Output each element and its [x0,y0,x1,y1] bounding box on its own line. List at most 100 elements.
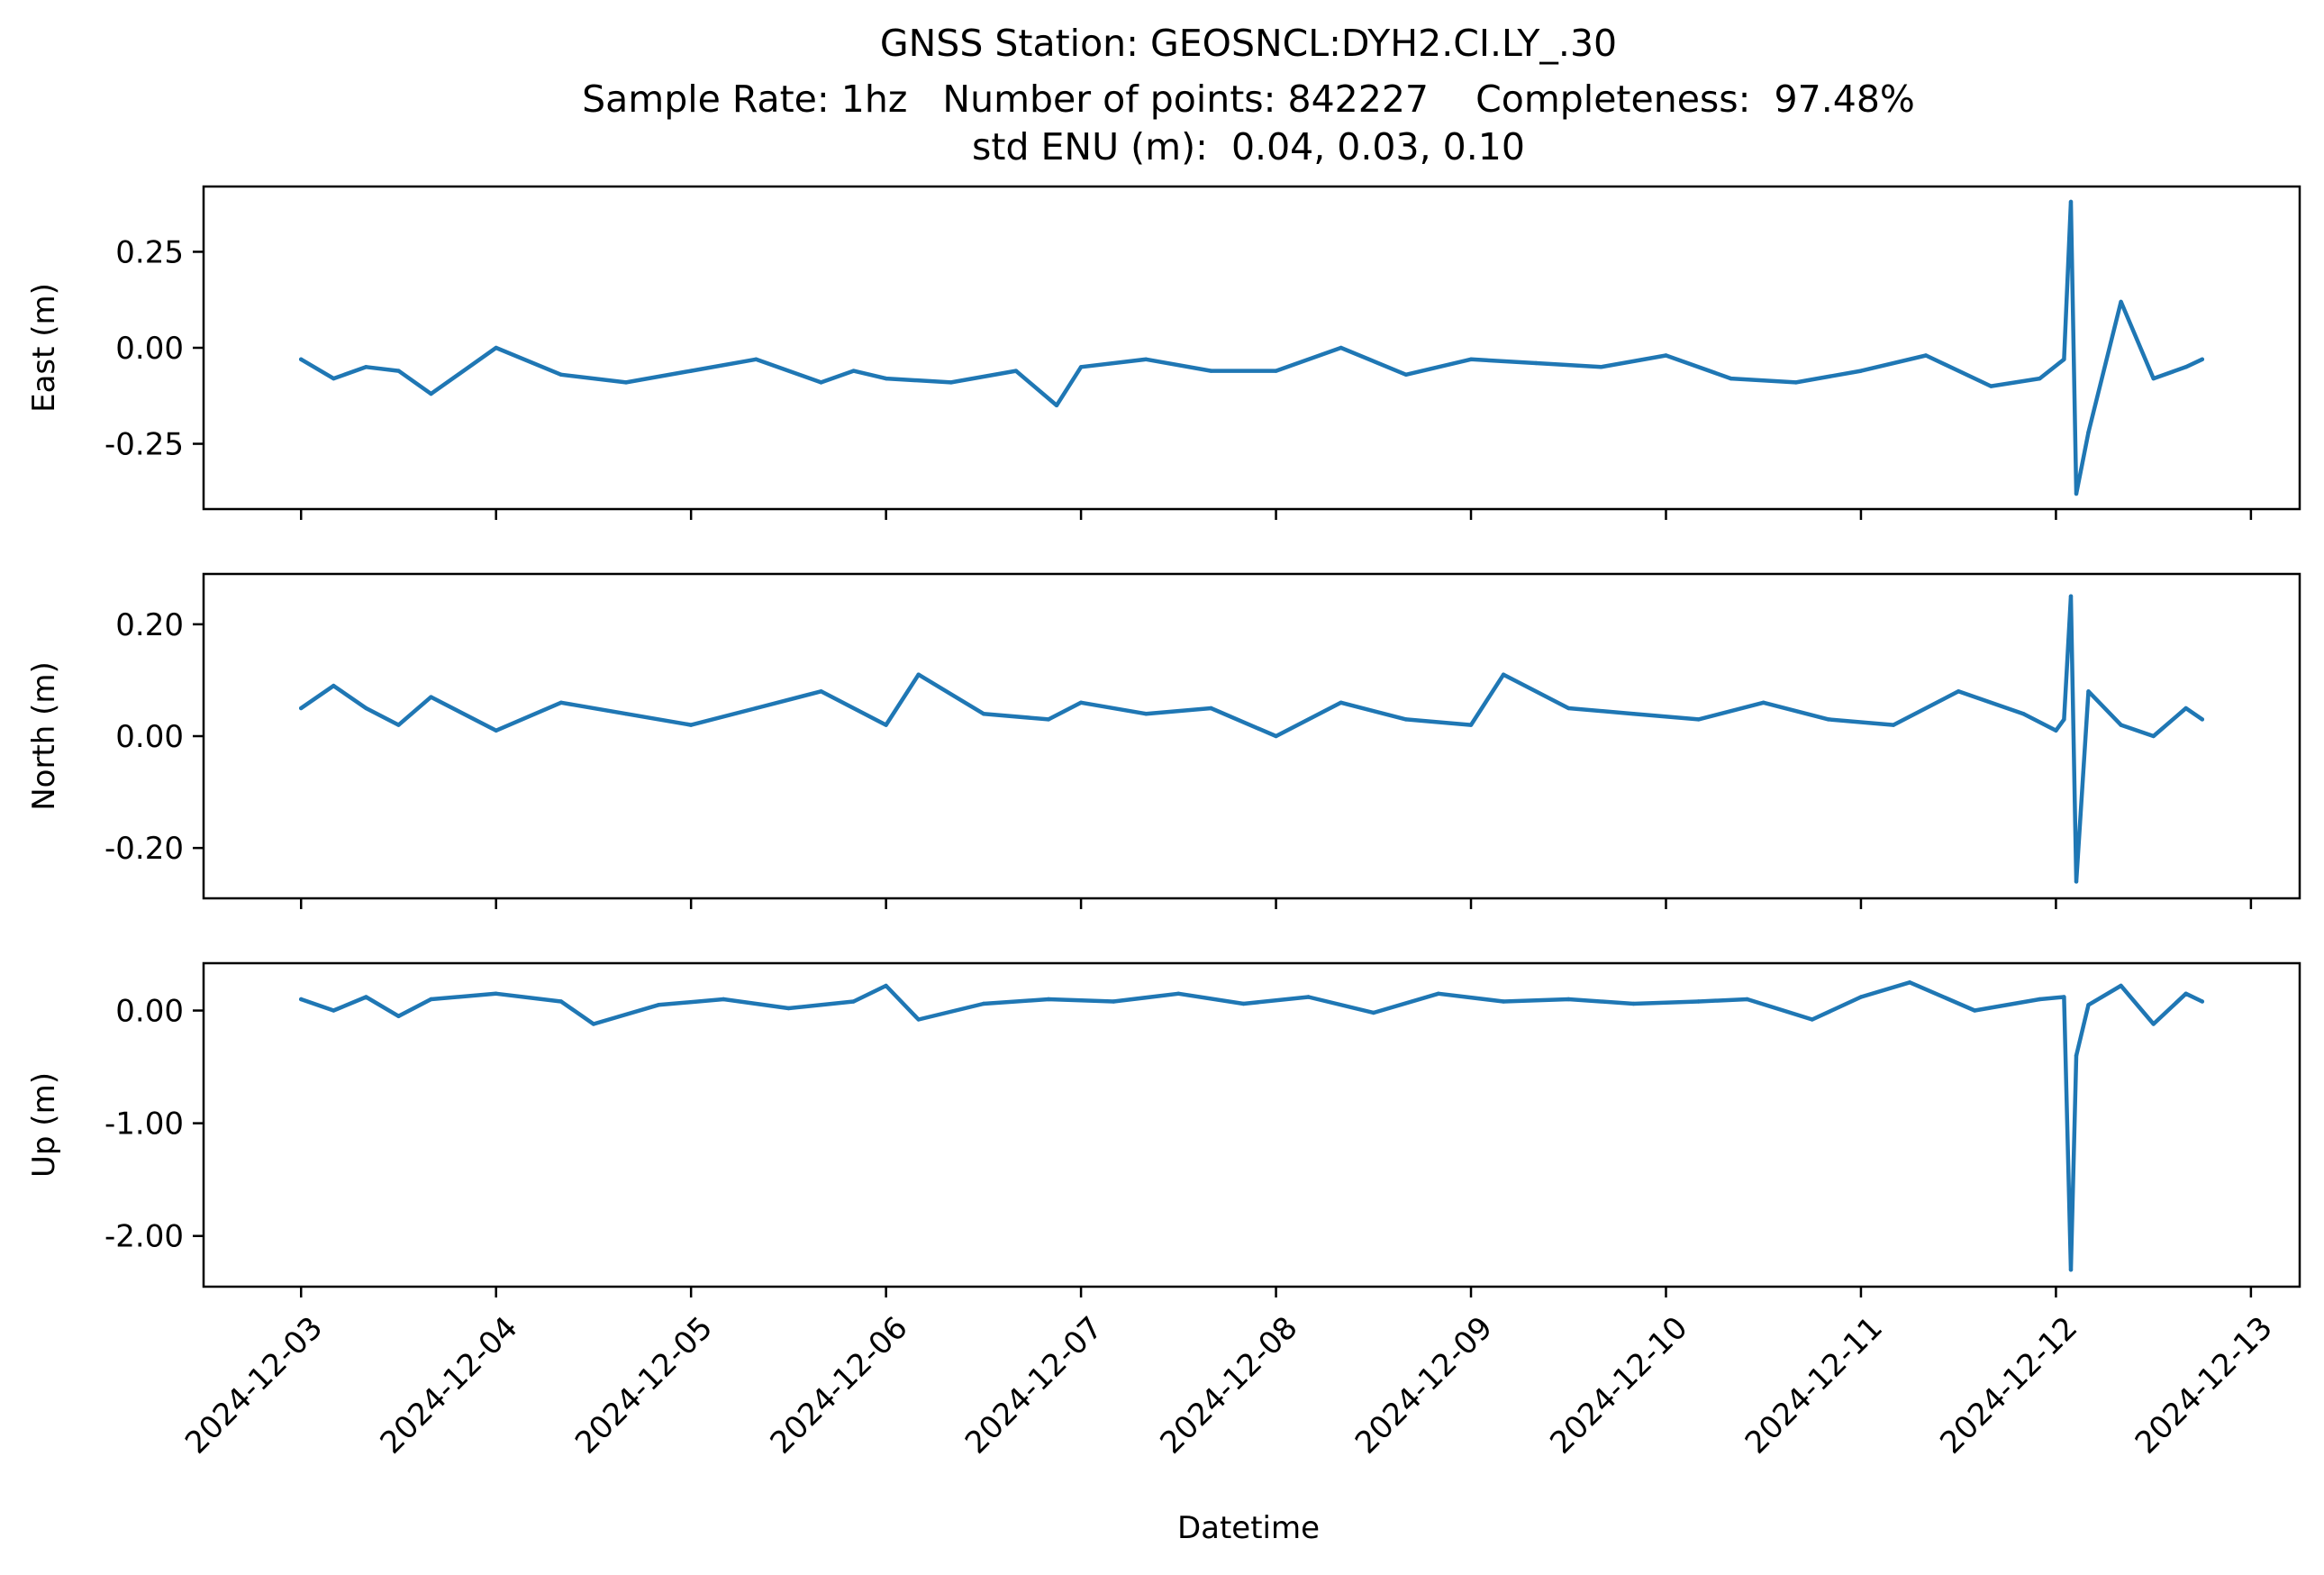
data-point [1696,717,1701,722]
panel-1: 0.25 0.00 -0.25 East (m) [26,185,2301,520]
data-point [949,380,954,385]
data-point [1745,997,1749,1002]
data-point [623,712,629,716]
data-point [1631,712,1636,716]
data-point [2151,1022,2156,1026]
data-point [2183,991,2188,997]
data-point [558,999,564,1004]
data-point [689,369,694,373]
data-point [786,1006,791,1011]
data-point [1810,1017,1815,1022]
series-line-panel-1 [298,199,2205,496]
data-point [591,1022,596,1026]
data-point [494,991,498,997]
data-point [1599,365,1603,369]
data-point [2151,376,2156,381]
data-point [1339,700,1343,705]
data-point [558,372,564,377]
title-line-2: Sample Rate: 1hz Number of points: 84222… [582,77,1915,121]
data-point [2038,997,2042,1002]
plot-frame [202,961,2301,1288]
y-axis-label: Up (m) [26,1072,62,1178]
data-point [331,683,336,688]
title-line-3: std ENU (m): 0.04, 0.03, 0.10 [972,125,1525,168]
data-point [1078,700,1084,705]
data-point [1436,991,1441,997]
data-point [1209,706,1213,711]
data-point [2200,999,2204,1004]
data-point [2183,706,2188,711]
data-point [1793,380,1799,385]
data-point [1144,357,1148,361]
data-point [299,706,304,711]
data-point [1989,384,1993,388]
data-point [2086,1003,2091,1007]
data-point [2062,357,2066,361]
data-point [396,369,401,373]
y-tick-label: 0.00 [115,331,184,367]
data-point [656,1003,661,1007]
data-point [299,997,304,1002]
data-point [331,1008,336,1013]
y-tick-label: -0.20 [104,831,184,867]
data-point [2200,357,2204,361]
data-point [2068,199,2074,205]
data-point [916,672,921,677]
data-point [2038,376,2042,381]
data-point [2074,1053,2079,1058]
data-point [722,997,726,1002]
data-point [1631,1001,1636,1006]
y-tick-label: -1.00 [104,1106,184,1143]
data-point [754,357,758,361]
data-point [2119,723,2123,727]
data-point [1858,369,1864,373]
data-point [1241,1001,1246,1006]
data-point [1403,372,1409,377]
data-point [1046,997,1051,1002]
data-point [1826,717,1831,722]
data-point [916,1017,921,1022]
y-tick-label: 0.00 [115,994,184,1030]
data-point [623,380,629,385]
data-point [1501,672,1506,677]
data-point [2119,983,2123,988]
data-point [429,391,433,396]
y-axis-label: North (m) [26,661,62,811]
data-point [1534,360,1539,366]
data-point [1274,733,1278,739]
data-point [1923,353,1929,358]
data-point [1078,365,1084,369]
data-point [1274,369,1278,373]
data-point [2200,717,2204,722]
data-point [2021,712,2026,716]
data-point [1501,999,1506,1004]
y-tick-label: 0.00 [115,719,184,755]
data-point [1046,717,1051,722]
data-point [981,1001,986,1006]
data-point [1566,997,1571,1002]
data-point [2151,733,2156,739]
data-point [2183,365,2188,369]
data-point [1566,706,1571,711]
data-point [981,712,986,716]
data-point [1973,1008,1977,1013]
data-point [494,728,498,733]
y-tick-label: 0.20 [115,607,184,643]
data-point [494,345,498,351]
data-point [1306,995,1311,999]
data-point [1664,353,1668,358]
data-point [1956,689,1961,694]
data-point [1054,403,1059,408]
data-point [819,380,823,385]
data-point [819,689,823,694]
data-point [1858,995,1864,999]
data-point [429,695,433,699]
data-point [396,723,401,727]
data-point [2074,879,2079,884]
data-point [851,369,856,373]
y-tick-label: -2.00 [104,1219,184,1255]
data-point [1907,980,1912,985]
data-point [1209,369,1213,373]
